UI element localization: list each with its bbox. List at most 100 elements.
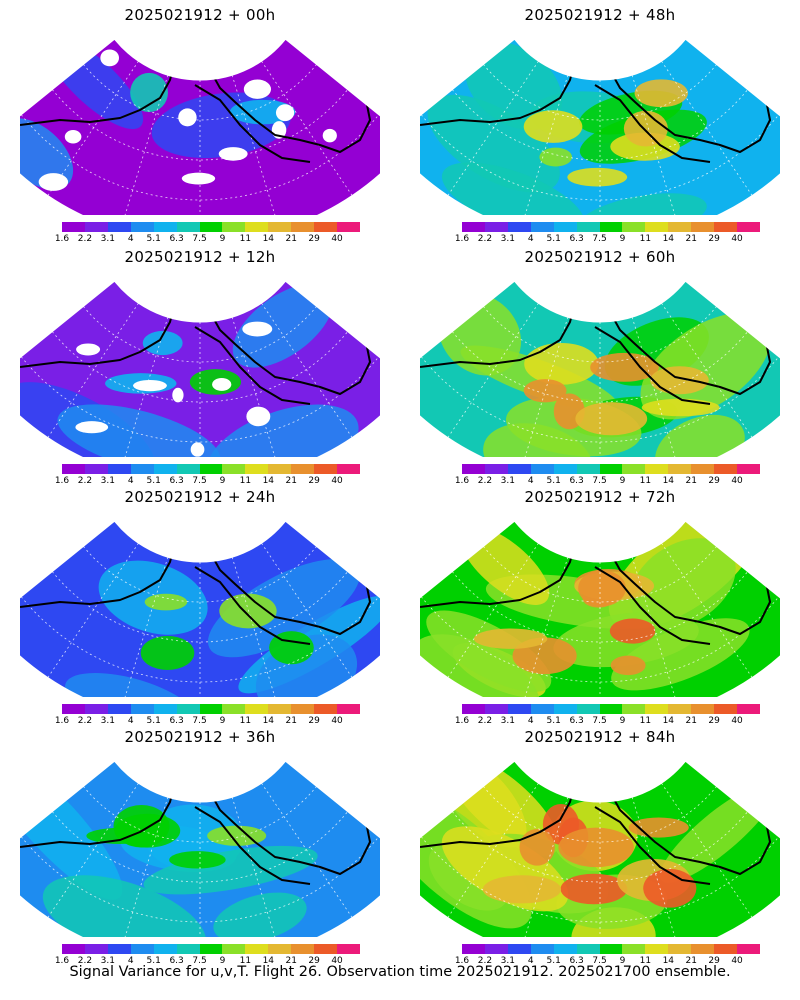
- colorbar-tick-label: 1.6: [454, 476, 470, 486]
- longitude-line: [631, 557, 680, 697]
- colorbar-labels: 1.6 2.2 3.1 4 5.1 6.3 7.5 9 11 14 21 29 40: [450, 956, 772, 968]
- colorbar-tick-label: 21: [285, 234, 297, 244]
- colorbar-tick-label: 29: [708, 234, 720, 244]
- colorbar-segment: [599, 944, 623, 954]
- colorbar-tick-label: 4: [127, 956, 134, 966]
- missing-data-patch: [38, 173, 69, 191]
- colorbar-segment: [645, 704, 669, 714]
- colorbar-segment: [507, 464, 531, 474]
- latitude-line: [420, 836, 780, 923]
- longitude-line: [520, 557, 569, 697]
- colorbar-tick-label: 40: [731, 476, 743, 486]
- colorbar-segment: [714, 222, 738, 232]
- panel-title: 2025021912 + 12h: [124, 248, 276, 266]
- forecast-panel: 2025021912 + 84h 1.6 2.2 3.1 4 5.1 6.3 7.5 9 11 14…: [400, 722, 800, 966]
- missing-data-patch: [178, 108, 197, 127]
- colorbar-tick-label: 11: [639, 956, 652, 966]
- colorbar-tick-label: 14: [662, 956, 675, 966]
- colorbar-segment: [484, 464, 508, 474]
- colorbar-tick-label: 3.1: [500, 956, 515, 966]
- variance-maximum: [558, 827, 634, 868]
- panel-title: 2025021912 + 60h: [524, 248, 676, 266]
- longitude-line: [661, 60, 753, 196]
- colorbar-segment: [199, 464, 223, 474]
- colorbar-segment: [314, 704, 338, 714]
- colorbar-tick-label: 21: [685, 716, 697, 726]
- variance-maximum: [641, 398, 720, 417]
- colorbar-tick-label: 11: [239, 234, 252, 244]
- forecast-panel: 2025021912 + 00h 1.6 2.2 3.1 4 5.1 6.3 7.5 9 11 14…: [0, 0, 400, 244]
- variance-band: [42, 875, 207, 937]
- colorbar-tick-label: 9: [219, 234, 226, 244]
- colorbar-tick-label: 5.1: [146, 234, 161, 244]
- variance-maximum: [169, 851, 226, 869]
- variance-maximum: [219, 593, 277, 629]
- colorbar-segment: [245, 704, 269, 714]
- colorbar-tick-label: 5.1: [146, 716, 161, 726]
- panel-title: 2025021912 + 72h: [524, 488, 676, 506]
- colorbar-segment: [268, 704, 292, 714]
- colorbar-tick-label: 9: [619, 716, 626, 726]
- variance-maximum: [523, 110, 583, 143]
- colorbar-segment: [576, 464, 600, 474]
- latitude-line: [20, 596, 380, 683]
- map-outline: [420, 762, 780, 937]
- missing-data-patch: [242, 321, 273, 337]
- colorbar-tick-label: 7.5: [192, 476, 207, 486]
- coastline: [420, 771, 771, 885]
- colorbar-tick-label: 21: [685, 956, 697, 966]
- colorbar-segment: [153, 944, 177, 954]
- colorbar-tick-label: 6.3: [169, 716, 184, 726]
- variance-maximum: [650, 366, 709, 395]
- colorbar-tick-label: 21: [685, 476, 697, 486]
- colorbar-labels: 1.6 2.2 3.1 4 5.1 6.3 7.5 9 11 14 21 29 40: [450, 234, 772, 246]
- latitude-line: [20, 836, 380, 923]
- colorbar-labels: 1.6 2.2 3.1 4 5.1 6.3 7.5 9 11 14 21 29 40: [50, 476, 372, 488]
- missing-data-patch: [100, 49, 120, 67]
- coastline: [20, 49, 371, 163]
- variance-band: [465, 41, 563, 130]
- colorbar-segment: [645, 464, 669, 474]
- variance-maximum: [482, 875, 562, 904]
- colorbar-tick-label: 40: [331, 234, 343, 244]
- colorbar-tick-label: 4: [127, 234, 134, 244]
- colorbar-segment: [691, 944, 715, 954]
- variance-band: [213, 892, 307, 937]
- colorbar-tick-label: 11: [239, 476, 252, 486]
- variance-maximum: [473, 628, 548, 649]
- colorbar-tick-label: 14: [262, 716, 275, 726]
- colorbar-segment: [337, 464, 360, 474]
- colorbar-tick-label: 2.2: [477, 234, 493, 244]
- colorbar-tick-label: 40: [331, 476, 343, 486]
- colorbar-segment: [507, 944, 531, 954]
- longitude-line: [447, 542, 539, 678]
- variance-maximum: [634, 79, 688, 108]
- colorbar-segment: [222, 704, 246, 714]
- colorbar-tick-label: 40: [331, 956, 343, 966]
- colorbar-segment: [130, 944, 154, 954]
- colorbar-tick-label: 9: [219, 956, 226, 966]
- colorbar-tick-label: 6.3: [569, 234, 584, 244]
- missing-data-patch: [76, 343, 101, 356]
- colorbar: [62, 464, 360, 474]
- longitude-line: [120, 797, 169, 937]
- longitude-line: [231, 797, 280, 937]
- colorbar-tick-label: 40: [731, 716, 743, 726]
- coastline: [420, 49, 771, 163]
- latitude-line: [420, 114, 780, 201]
- colorbar-tick-label: 9: [219, 716, 226, 726]
- colorbar-tick-label: 21: [685, 234, 697, 244]
- colorbar-tick-label: 29: [708, 956, 720, 966]
- colorbar-segment: [714, 944, 738, 954]
- panel-title: 2025021912 + 36h: [124, 728, 276, 746]
- colorbar-segment: [714, 464, 738, 474]
- missing-data-patch: [322, 128, 337, 143]
- colorbar-tick-label: 9: [619, 476, 626, 486]
- latitude-line: [420, 356, 780, 443]
- longitude-line: [231, 557, 280, 697]
- colorbar-segment: [107, 944, 131, 954]
- colorbar-segment: [62, 222, 85, 232]
- coastline: [20, 291, 371, 405]
- forecast-panel: 2025021912 + 48h 1.6 2.2 3.1 4 5.1 6.3 7.5 9 11 14…: [400, 0, 800, 244]
- colorbar-tick-label: 7.5: [592, 476, 607, 486]
